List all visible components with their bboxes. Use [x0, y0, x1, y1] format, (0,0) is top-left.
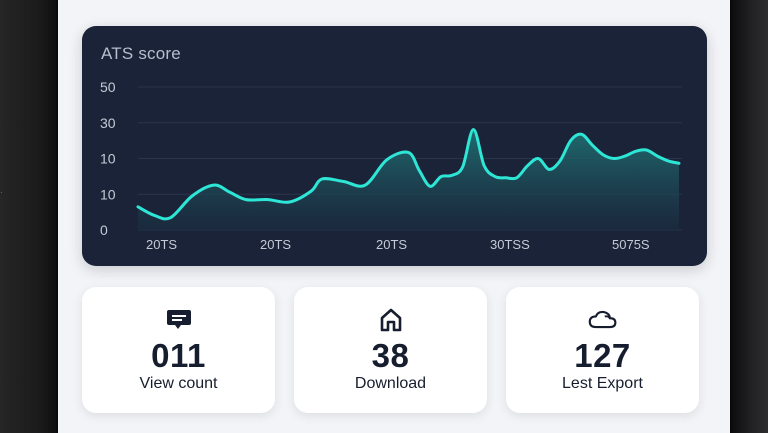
series-area: [138, 129, 679, 231]
bezel-mark: ·: [0, 188, 3, 197]
x-tick-label: 20TS: [146, 237, 177, 252]
chat-bubble-icon: [164, 307, 194, 333]
stat-value: 38: [371, 337, 410, 374]
ats-score-area-chart: 50 30 10 10 0 20TS 20TS 20TS 30TSS 5075S: [100, 79, 682, 252]
x-tick-label: 20TS: [376, 237, 407, 252]
device-bezel-right: [730, 0, 768, 433]
x-tick-label: 5075S: [612, 237, 650, 252]
y-tick-label: 30: [100, 115, 116, 131]
ats-score-chart-card: ATS score 50 30 10 10 0 20TS 20TS 20TS 30TSS 507…: [82, 26, 707, 266]
stat-label: Download: [354, 375, 427, 392]
y-tick-label: 50: [100, 79, 116, 95]
y-tick-label: 10: [100, 186, 116, 202]
stat-card-download[interactable]: 38 Download: [294, 287, 487, 413]
stat-label: Lest Export: [562, 375, 643, 392]
stat-value: 127: [574, 337, 631, 374]
stat-card-last-export[interactable]: 127 Lest Export: [506, 287, 699, 413]
x-tick-label: 20TS: [260, 237, 291, 252]
home-icon: [376, 307, 406, 333]
app-screen: ATS score 50 30 10 10 0 20TS 20TS 20TS 30TSS 507…: [58, 0, 730, 433]
chart-title: ATS score: [101, 44, 181, 63]
y-tick-label: 0: [100, 222, 108, 238]
device-frame-edge-right: [728, 0, 732, 433]
cloud-icon: [588, 307, 618, 333]
stat-card-view-count[interactable]: 011 View count: [82, 287, 275, 413]
x-tick-label: 30TSS: [490, 237, 530, 252]
series-line: [136, 127, 681, 221]
y-tick-label: 10: [100, 151, 116, 167]
device-bezel-left: ·: [0, 0, 58, 433]
stat-value: 011: [151, 337, 206, 374]
stat-label: View count: [139, 375, 218, 392]
